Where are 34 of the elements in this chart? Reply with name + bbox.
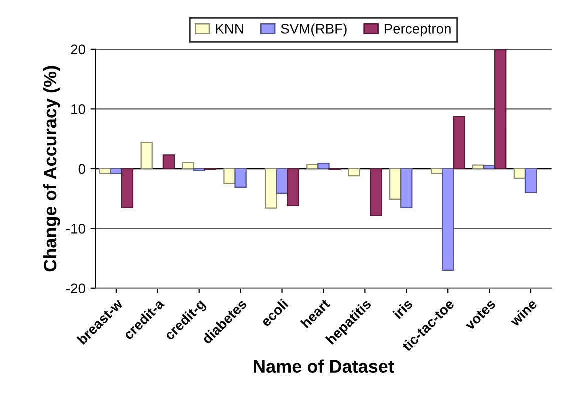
bar <box>99 168 112 174</box>
legend-label: Perceptron <box>384 24 451 37</box>
bar <box>140 142 153 170</box>
bar <box>400 168 413 208</box>
bar <box>494 49 507 170</box>
bar <box>182 162 194 170</box>
bar <box>121 168 134 208</box>
bar <box>390 168 402 200</box>
y-tick-label: -10 <box>66 224 86 234</box>
bar <box>110 168 123 174</box>
y-axis-title: Change of Accuracy (%) <box>43 66 60 272</box>
x-axis-title: Name of Dataset <box>254 360 394 374</box>
legend-label: SVM(RBF) <box>281 24 347 37</box>
bar <box>318 162 330 170</box>
bar <box>306 164 319 170</box>
bar <box>514 168 526 180</box>
bar <box>453 116 466 170</box>
bar <box>483 165 496 170</box>
bar <box>265 168 278 209</box>
y-tick-label: 10 <box>72 104 86 114</box>
legend-label: KNN <box>216 24 244 34</box>
y-tick-label: 0 <box>78 164 86 174</box>
y-tick-label: -20 <box>66 284 86 294</box>
bar <box>370 168 382 216</box>
bar <box>162 154 176 170</box>
bar <box>524 168 538 194</box>
bar <box>442 168 454 272</box>
bar <box>234 168 247 188</box>
bar <box>276 168 288 194</box>
y-tick-label: 20 <box>71 44 86 55</box>
bar <box>287 168 300 207</box>
bar <box>430 168 444 174</box>
bar <box>224 168 236 184</box>
bar <box>348 168 360 177</box>
